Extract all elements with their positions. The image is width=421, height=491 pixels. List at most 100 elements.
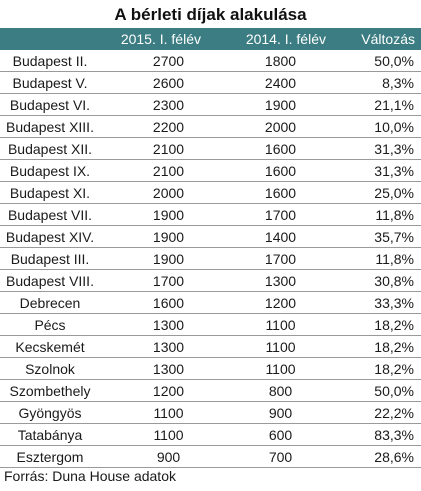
change-cell: 35,7% — [338, 225, 421, 248]
value-2015-cell: 1900 — [100, 225, 213, 248]
change-cell: 30,8% — [338, 269, 421, 292]
value-2014-cell: 1100 — [213, 313, 338, 336]
city-cell: Budapest XIV. — [0, 225, 100, 248]
table-row: Budapest XII. 2100 1600 31,3% — [0, 137, 421, 160]
city-cell: Budapest XI. — [0, 181, 100, 204]
value-2014-cell: 1100 — [213, 335, 338, 358]
value-2015-cell: 1300 — [100, 335, 213, 358]
value-2014-cell: 1600 — [213, 137, 338, 160]
city-cell: Budapest VII. — [0, 203, 100, 226]
value-2014-cell: 1900 — [213, 93, 338, 116]
change-cell: 50,0% — [338, 50, 421, 72]
city-cell: Debrecen — [0, 291, 100, 314]
value-2015-cell: 2200 — [100, 115, 213, 138]
table-row: Budapest XIV. 1900 1400 35,7% — [0, 225, 421, 248]
change-cell: 21,1% — [338, 93, 421, 116]
value-2014-cell: 1300 — [213, 269, 338, 292]
table-row: Tatabánya 1100 600 83,3% — [0, 423, 421, 446]
city-cell: Gyöngyös — [0, 401, 100, 424]
value-2015-cell: 2300 — [100, 93, 213, 116]
value-2015-cell: 1900 — [100, 247, 213, 270]
table-row: Budapest VII. 1900 1700 11,8% — [0, 203, 421, 226]
city-cell: Budapest II. — [0, 50, 100, 72]
value-2015-cell: 2600 — [100, 71, 213, 94]
value-2015-cell: 1300 — [100, 313, 213, 336]
value-2015-cell: 1600 — [100, 291, 213, 314]
table-row: Budapest II. 2700 1800 50,0% — [0, 50, 421, 72]
table-row: Szombethely 1200 800 50,0% — [0, 379, 421, 402]
city-cell: Esztergom — [0, 445, 100, 468]
value-2014-cell: 1100 — [213, 357, 338, 380]
value-2014-cell: 1700 — [213, 247, 338, 270]
value-2014-cell: 1200 — [213, 291, 338, 314]
city-cell: Pécs — [0, 313, 100, 336]
change-cell: 33,3% — [338, 291, 421, 314]
value-2015-cell: 2700 — [100, 50, 213, 72]
table-row: Debrecen 1600 1200 33,3% — [0, 291, 421, 314]
change-cell: 83,3% — [338, 423, 421, 446]
change-cell: 25,0% — [338, 181, 421, 204]
change-cell: 18,2% — [338, 357, 421, 380]
value-2014-cell: 1800 — [213, 50, 338, 72]
rent-table: 2015. I. félév 2014. I. félév Változás B… — [0, 28, 421, 468]
city-cell: Budapest XII. — [0, 137, 100, 160]
value-2015-cell: 1300 — [100, 357, 213, 380]
value-2014-cell: 1600 — [213, 159, 338, 182]
city-cell: Budapest VI. — [0, 93, 100, 116]
table-row: Budapest XI. 2000 1600 25,0% — [0, 181, 421, 204]
header-2014: 2014. I. félév — [213, 28, 338, 50]
value-2015-cell: 2000 — [100, 181, 213, 204]
table-row: Budapest III. 1900 1700 11,8% — [0, 247, 421, 270]
value-2014-cell: 700 — [213, 445, 338, 468]
change-cell: 50,0% — [338, 379, 421, 402]
city-cell: Budapest V. — [0, 71, 100, 94]
value-2014-cell: 2400 — [213, 71, 338, 94]
value-2014-cell: 1700 — [213, 203, 338, 226]
value-2015-cell: 1100 — [100, 423, 213, 446]
header-city — [0, 28, 100, 50]
value-2014-cell: 600 — [213, 423, 338, 446]
value-2015-cell: 900 — [100, 445, 213, 468]
table-row: Gyöngyös 1100 900 22,2% — [0, 401, 421, 424]
change-cell: 8,3% — [338, 71, 421, 94]
city-cell: Kecskemét — [0, 335, 100, 358]
change-cell: 22,2% — [338, 401, 421, 424]
change-cell: 31,3% — [338, 137, 421, 160]
value-2015-cell: 1200 — [100, 379, 213, 402]
table-row: Esztergom 900 700 28,6% — [0, 445, 421, 468]
change-cell: 28,6% — [338, 445, 421, 468]
city-cell: Szolnok — [0, 357, 100, 380]
city-cell: Budapest IX. — [0, 159, 100, 182]
value-2014-cell: 1600 — [213, 181, 338, 204]
value-2015-cell: 2100 — [100, 137, 213, 160]
change-cell: 10,0% — [338, 115, 421, 138]
value-2015-cell: 1700 — [100, 269, 213, 292]
value-2014-cell: 1400 — [213, 225, 338, 248]
change-cell: 18,2% — [338, 335, 421, 358]
header-change: Változás — [338, 28, 421, 50]
value-2014-cell: 900 — [213, 401, 338, 424]
city-cell: Szombethely — [0, 379, 100, 402]
value-2015-cell: 1100 — [100, 401, 213, 424]
city-cell: Tatabánya — [0, 423, 100, 446]
value-2014-cell: 800 — [213, 379, 338, 402]
value-2015-cell: 1900 — [100, 203, 213, 226]
table-title: A bérleti díjak alakulása — [114, 5, 307, 24]
table-row: Budapest V. 2600 2400 8,3% — [0, 71, 421, 94]
change-cell: 31,3% — [338, 159, 421, 182]
table-row: Budapest XIII. 2200 2000 10,0% — [0, 115, 421, 138]
table-row: Budapest IX. 2100 1600 31,3% — [0, 159, 421, 182]
change-cell: 18,2% — [338, 313, 421, 336]
header-2015: 2015. I. félév — [100, 28, 213, 50]
city-cell: Budapest VIII. — [0, 269, 100, 292]
table-row: Budapest VI. 2300 1900 21,1% — [0, 93, 421, 116]
change-cell: 11,8% — [338, 247, 421, 270]
table-row: Budapest VIII. 1700 1300 30,8% — [0, 269, 421, 292]
city-cell: Budapest III. — [0, 247, 100, 270]
source-note: Forrás: Duna House adatok — [4, 468, 176, 484]
city-cell: Budapest XIII. — [0, 115, 100, 138]
change-cell: 11,8% — [338, 203, 421, 226]
value-2014-cell: 2000 — [213, 115, 338, 138]
table-row: Szolnok 1300 1100 18,2% — [0, 357, 421, 380]
